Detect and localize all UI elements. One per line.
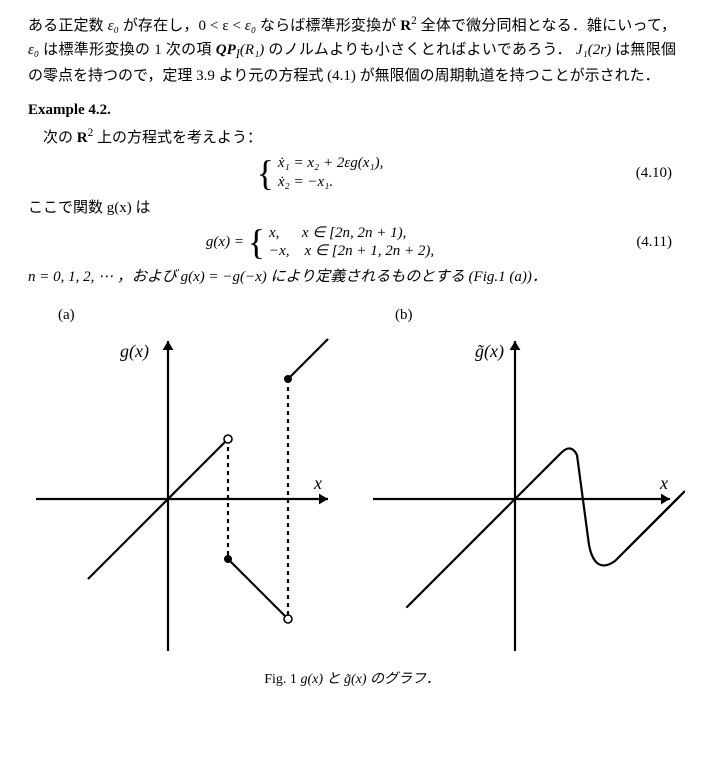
eq-line: ẋ₁ = x₂ + 2εg(x₁),	[278, 154, 384, 173]
text: n = 0, 1, 2, ⋯ ，および g(x) = −g(−x) により定義さ…	[28, 269, 547, 285]
equation-4-10: { ẋ₁ = x₂ + 2εg(x₁), ẋ₂ = −x₁. (4.10)	[28, 154, 676, 192]
text: 全体で微分同相となる．雑にいって，	[417, 18, 676, 34]
eq-line: x, x ∈ [2n, 2n + 1),	[269, 224, 406, 243]
text: は標準形変換の 1 次の項	[39, 42, 216, 58]
text: 次の	[43, 130, 77, 146]
eq-line: ẋ₂ = −x₁.	[278, 173, 333, 192]
symbol-J1: J₁(2r)	[576, 42, 611, 58]
symbol-QP: QP	[216, 42, 236, 58]
n-definition-line: n = 0, 1, 2, ⋯ ，および g(x) = −g(−x) により定義さ…	[28, 265, 676, 289]
eq-prefix: g(x) =	[206, 234, 248, 250]
symbol-eps0: ε₀	[108, 18, 119, 34]
text: Fig. 1	[264, 672, 300, 687]
symbol-QP-arg: (R₁)	[240, 42, 264, 58]
text: 上の方程式を考えよう：	[93, 130, 262, 146]
figure-b-svg: g̃(x) x	[365, 329, 685, 659]
symbol-eps0: ε₀	[28, 42, 39, 58]
equation-4-11: g(x) = { x, x ∈ [2n, 2n + 1), −x, x ∈ [2…	[28, 224, 676, 262]
symbol-R: R	[400, 18, 411, 34]
example-intro: 次の R2 上の方程式を考えよう：	[28, 124, 676, 150]
figure-a-svg: g(x) x	[28, 329, 348, 659]
symbol-R: R	[77, 130, 88, 146]
example-heading: Example 4.2.	[28, 98, 676, 122]
svg-text:g(x): g(x)	[120, 341, 149, 362]
eq-line: −x, x ∈ [2n + 1, 2n + 2),	[269, 242, 434, 261]
brace-icon: {	[257, 155, 274, 191]
equation-number: (4.11)	[612, 230, 676, 254]
text: g(x) と g̃(x) のグラフ．	[300, 672, 439, 687]
svg-text:g̃(x): g̃(x)	[475, 341, 504, 362]
figure-b: (b) g̃(x) x	[365, 303, 676, 659]
figure-a-label: (a)	[58, 303, 339, 327]
figure-a: (a) g(x) x	[28, 303, 339, 659]
svg-text:x: x	[313, 473, 322, 493]
figure-caption: Fig. 1 g(x) と g̃(x) のグラフ．	[28, 669, 676, 691]
figure-b-label: (b)	[395, 303, 676, 327]
text: のノルムよりも小さくとればよいであろう．	[264, 42, 572, 58]
gx-intro: ここで関数 g(x) は	[28, 196, 676, 220]
svg-text:x: x	[659, 473, 668, 493]
paragraph-1: ある正定数 ε₀ が存在し，0 < ε < ε₀ ならば標準形変換が R2 全体…	[28, 12, 676, 88]
text: ある正定数	[28, 18, 108, 34]
equation-number: (4.10)	[612, 161, 676, 185]
text: ならば標準形変換が	[256, 18, 400, 34]
text: が存在し，0 < ε <	[119, 18, 245, 34]
figure-row: (a) g(x) x (b) g̃(x) x	[28, 303, 676, 659]
brace-icon: {	[248, 224, 265, 260]
symbol-eps0: ε₀	[245, 18, 256, 34]
